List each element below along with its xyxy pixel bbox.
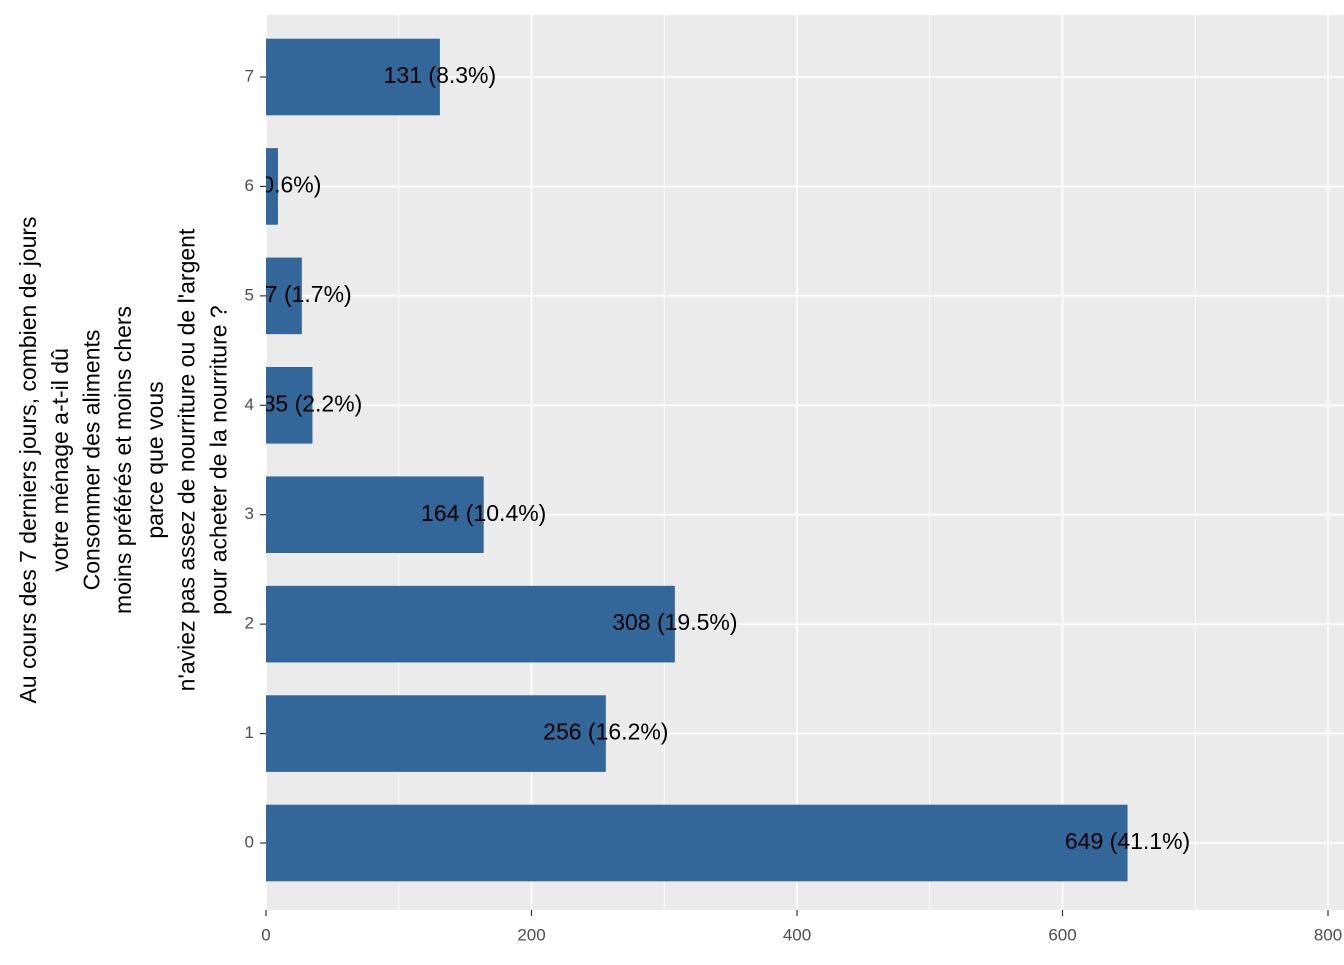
bar — [266, 804, 1128, 882]
x-tick-label: 200 — [517, 925, 545, 944]
bar — [266, 38, 440, 116]
y-axis-title: votre ménage a-t-il dû — [47, 348, 73, 572]
y-tick-label: 7 — [245, 66, 254, 85]
y-axis-title: moins préférés et moins chers — [110, 306, 136, 614]
x-tick-label: 800 — [1314, 925, 1342, 944]
value-label: 131 (8.3%) — [384, 62, 497, 88]
y-axis-title: Au cours des 7 derniers jours, combien d… — [15, 216, 41, 703]
value-label: 27 (1.7%) — [252, 281, 352, 307]
y-tick-label: 4 — [245, 395, 254, 414]
value-label: 256 (16.2%) — [543, 719, 668, 745]
panel — [266, 15, 1344, 910]
bar — [266, 366, 313, 444]
y-tick-label: 0 — [245, 832, 254, 851]
y-axis-title: parce que vous — [142, 381, 168, 538]
bar — [266, 148, 278, 225]
y-tick-label: 6 — [245, 176, 254, 195]
y-tick-label: 1 — [245, 723, 254, 742]
x-tick-label: 0 — [261, 925, 270, 944]
x-tick-label: 600 — [1048, 925, 1076, 944]
value-label: 9 (0.6%) — [234, 172, 321, 198]
bar — [266, 476, 484, 554]
bar — [266, 257, 302, 335]
y-axis-title: n'aviez pas assez de nourriture ou de l'… — [174, 228, 200, 691]
y-tick-label: 3 — [245, 504, 254, 523]
value-label: 164 (10.4%) — [421, 500, 546, 526]
x-tick-label: 400 — [783, 925, 811, 944]
y-axis-title: Consommer des aliments — [78, 330, 104, 591]
value-label: 649 (41.1%) — [1065, 828, 1190, 854]
y-tick-label: 2 — [245, 614, 254, 633]
value-label: 35 (2.2%) — [263, 390, 363, 416]
y-tick-label: 5 — [245, 285, 254, 304]
value-label: 308 (19.5%) — [612, 609, 737, 635]
y-axis-title: pour acheter de la nourriture ? — [205, 305, 231, 614]
bar — [266, 585, 675, 663]
bar — [266, 695, 606, 772]
